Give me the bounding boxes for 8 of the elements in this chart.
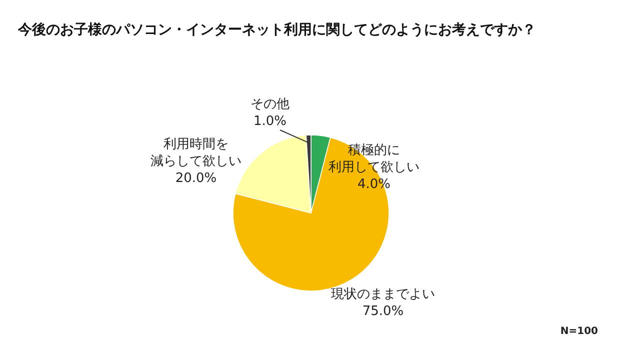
data-label: 75.0% bbox=[362, 304, 404, 319]
data-label: 20.0% bbox=[175, 171, 217, 186]
chart-title: 今後のお子様のパソコン・インターネット利用に関してどのようにお考えですか？ bbox=[17, 22, 536, 38]
data-label: 1.0% bbox=[253, 114, 287, 129]
slice-label: 現状のままでよい bbox=[331, 287, 435, 302]
text: N=100 bbox=[560, 326, 598, 337]
slice-label: その他 bbox=[250, 97, 290, 112]
slice-label: 利用時間を減らして欲しい bbox=[150, 137, 242, 169]
